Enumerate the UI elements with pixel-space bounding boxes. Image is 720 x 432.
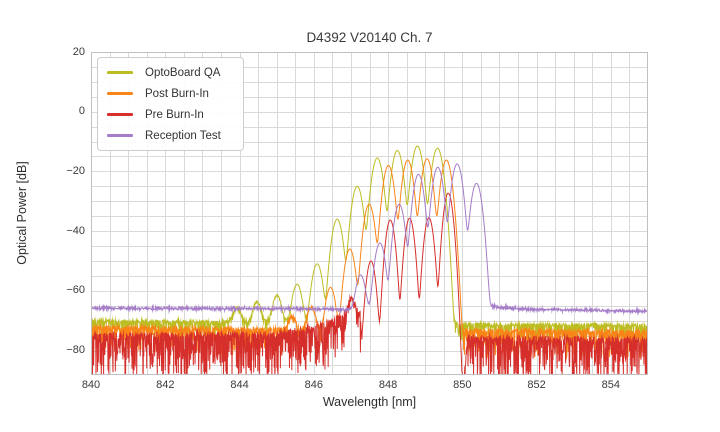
y-tick-label: −20: [66, 164, 85, 177]
legend-label: Reception Test: [145, 129, 221, 142]
y-tick-label: −40: [66, 224, 85, 237]
x-axis-label: Wavelength [nm]: [322, 395, 417, 409]
legend-line-swatch: [107, 134, 133, 137]
legend: OptoBoard QA Post Burn-In Pre Burn-In Recep…: [97, 57, 244, 151]
x-tick-label: 848: [378, 379, 398, 391]
legend-item-optoboard-qa: OptoBoard QA: [106, 62, 235, 83]
legend-label: OptoBoard QA: [145, 66, 221, 79]
legend-label: Post Burn-In: [145, 87, 209, 100]
x-tick-label: 850: [453, 379, 472, 391]
y-tick-label: 20: [72, 45, 85, 58]
x-tick-label: 852: [527, 379, 546, 391]
y-tick-label: −80: [66, 344, 85, 357]
legend-line-swatch: [107, 92, 133, 95]
legend-label: Pre Burn-In: [145, 108, 204, 121]
x-tick-label: 842: [156, 379, 175, 391]
legend-item-reception-test: Reception Test: [106, 125, 235, 146]
x-tick-label: 840: [81, 379, 101, 391]
legend-item-pre-burn-in: Pre Burn-In: [106, 104, 235, 125]
chart-title: D4392 V20140 Ch. 7: [306, 30, 433, 45]
y-tick-label: −60: [66, 284, 85, 297]
legend-line-swatch: [107, 113, 133, 116]
x-tick-label: 854: [601, 379, 621, 391]
x-tick-label: 844: [230, 379, 249, 391]
legend-item-post-burn-in: Post Burn-In: [106, 83, 235, 104]
y-axis-label: Optical Power [dB]: [15, 161, 29, 265]
y-tick-label: 0: [78, 105, 85, 118]
x-tick-label: 846: [304, 379, 323, 391]
legend-line-swatch: [107, 71, 133, 74]
